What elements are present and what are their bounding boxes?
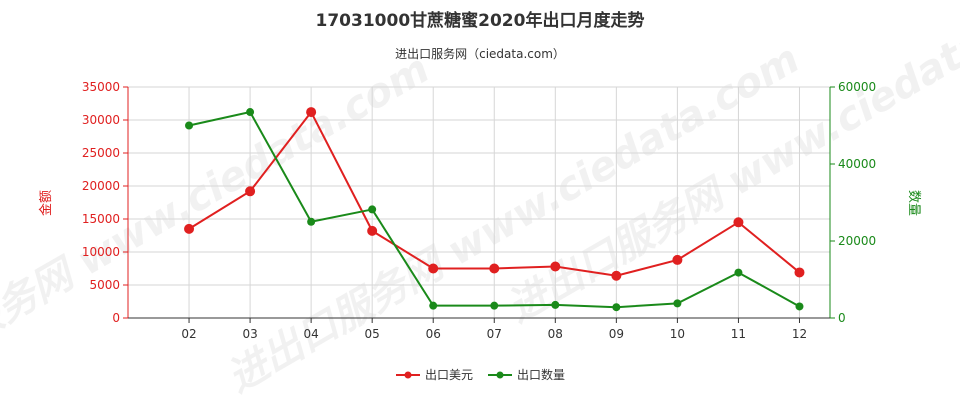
legend-label: 出口美元 [425,368,473,382]
legend-swatch-marker [404,371,412,379]
data-point-series-1 [184,223,195,234]
y-right-tick-label: 0 [838,311,846,325]
x-tick-label: 12 [792,327,807,341]
x-tick-label: 10 [670,327,685,341]
data-point-series-2 [795,302,804,311]
data-point-series-1 [489,263,500,274]
data-point-series-1 [794,267,805,278]
y-right-tick-label: 40000 [838,157,876,171]
data-point-series-2 [490,301,499,310]
x-tick-label: 08 [548,327,563,341]
data-point-series-1 [611,270,622,281]
data-point-series-1 [550,261,561,272]
y-right-tick-label: 20000 [838,234,876,248]
x-tick-label: 05 [365,327,380,341]
chart-title: 17031000甘蔗糖蜜2020年出口月度走势 [316,10,645,31]
y-left-tick-label: 5000 [89,278,120,292]
legend-label: 出口数量 [517,367,565,382]
x-tick-label: 04 [303,327,318,341]
data-point-series-2 [307,217,316,226]
legend-swatch-marker [496,371,504,379]
y-left-tick-label: 35000 [82,80,120,94]
data-point-series-1 [245,186,256,197]
y-left-tick-label: 10000 [82,245,120,259]
y-left-tick-label: 25000 [82,146,120,160]
data-point-series-2 [734,268,743,277]
y-left-tick-label: 20000 [82,179,120,193]
series [184,107,805,312]
x-tick-label: 07 [487,327,502,341]
data-point-series-2 [368,205,377,214]
data-point-series-2 [612,303,621,312]
data-point-series-2 [429,301,438,310]
data-point-series-1 [367,225,378,236]
x-tick-label: 03 [242,327,257,341]
data-point-series-1 [428,263,439,274]
x-tick-label: 06 [426,327,441,341]
data-point-series-2 [551,300,560,309]
data-point-series-1 [672,254,683,265]
data-point-series-1 [733,217,744,228]
y-axis-right-label: 数量 [906,190,921,216]
data-point-series-2 [673,299,682,308]
x-tick-label: 09 [609,327,624,341]
grid [128,86,830,318]
data-point-series-1 [306,107,317,118]
y-left-tick-label: 0 [112,311,120,325]
x-tick-label: 11 [731,327,746,341]
y-right-tick-label: 60000 [838,80,876,94]
data-point-series-2 [246,108,255,117]
x-tick-label: 02 [181,327,196,341]
data-point-series-2 [185,121,194,130]
watermark-text: 进出口服务网 www.ciedata.com [0,46,437,400]
y-axis-left-label: 金额 [38,190,54,216]
axes: 0 5000 10000 15000 20000 25000 30000 35000 02 03 0… [82,80,876,341]
y-left-tick-label: 30000 [82,113,120,127]
y-left-tick-label: 15000 [82,212,120,226]
legend: 出口美元 出口数量 [396,367,565,382]
chart-subtitle: 进出口服务网（ciedata.com） [395,46,565,61]
